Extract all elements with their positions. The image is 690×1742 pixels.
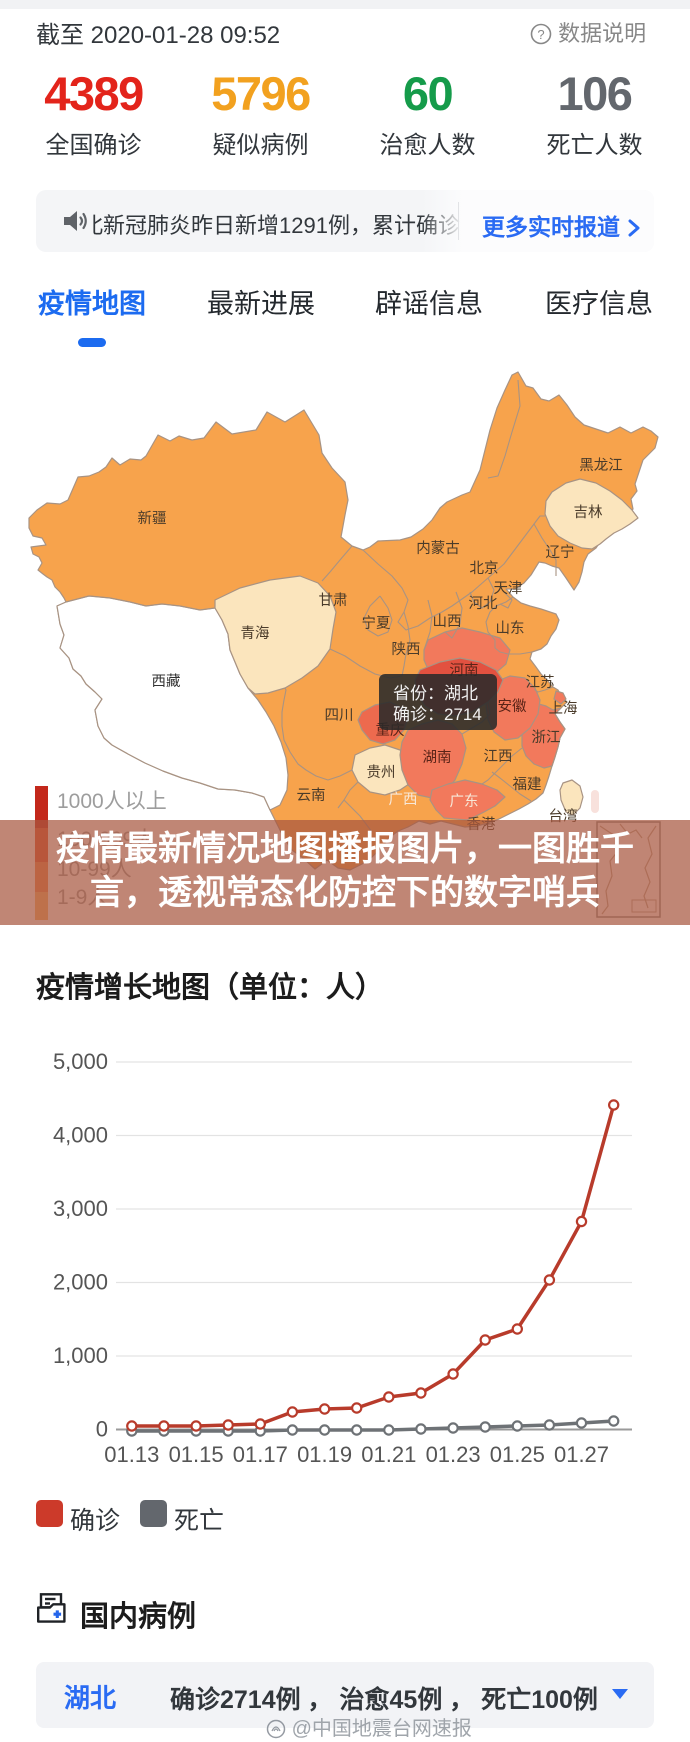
svg-text:山西: 山西 [433,613,462,630]
svg-text:湖南: 湖南 [423,749,452,766]
svg-text:1000人以上: 1000人以上 [57,790,167,813]
svg-text:内蒙古: 内蒙古 [416,540,460,557]
svg-text:4,000: 4,000 [53,1123,108,1148]
svg-text:甘肃: 甘肃 [319,592,348,609]
svg-text:江西: 江西 [484,748,513,765]
svg-text:5,000: 5,000 [53,1049,108,1074]
svg-text:01.17: 01.17 [233,1442,288,1467]
svg-text:西藏: 西藏 [152,673,181,690]
svg-text:新疆: 新疆 [138,510,167,527]
svg-text:01.19: 01.19 [297,1442,352,1467]
svg-text:宁夏: 宁夏 [362,615,391,632]
svg-text:辽宁: 辽宁 [546,544,575,561]
svg-text:01.13: 01.13 [104,1442,159,1467]
svg-text:黑龙江: 黑龙江 [579,457,623,474]
svg-text:广西: 广西 [389,791,418,808]
svg-text:广东: 广东 [450,793,479,810]
svg-text:1,000: 1,000 [53,1343,108,1368]
svg-text:山东: 山东 [496,620,525,637]
svg-text:四川: 四川 [325,708,354,724]
svg-text:上海: 上海 [549,700,578,717]
svg-text:01.15: 01.15 [169,1442,224,1467]
svg-text:江苏: 江苏 [526,674,555,691]
svg-text:天津: 天津 [494,580,523,597]
svg-text:福建: 福建 [513,776,542,793]
svg-text:北京: 北京 [470,560,499,577]
svg-text:云南: 云南 [297,787,326,804]
svg-text:吉林: 吉林 [574,504,603,521]
svg-text:安徽: 安徽 [498,698,527,715]
svg-text:01.21: 01.21 [361,1442,416,1467]
svg-text:陕西: 陕西 [392,641,421,658]
svg-text:01.25: 01.25 [490,1442,545,1467]
svg-text:3,000: 3,000 [53,1196,108,1221]
svg-text:青海: 青海 [241,625,270,642]
svg-text:贵州: 贵州 [367,764,396,781]
svg-text:浙江: 浙江 [532,729,561,746]
svg-text:2,000: 2,000 [53,1270,108,1295]
svg-text:0: 0 [96,1417,108,1442]
svg-text:01.27: 01.27 [554,1442,609,1467]
svg-text:01.23: 01.23 [426,1442,481,1467]
svg-text:?: ? [537,27,544,42]
svg-text:河北: 河北 [469,595,498,612]
